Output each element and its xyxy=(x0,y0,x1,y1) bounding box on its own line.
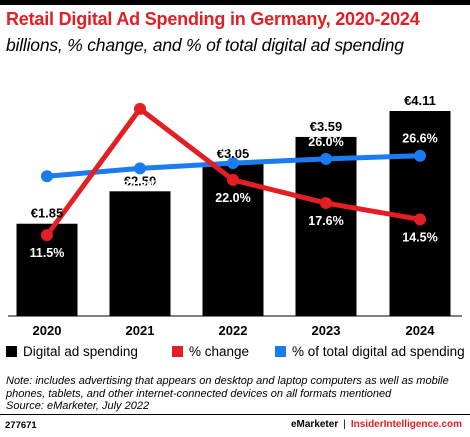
chart-title: Retail Digital Ad Spending in Germany, 2… xyxy=(6,9,420,29)
change-value-label: 14.5% xyxy=(402,230,437,244)
change-point-2023 xyxy=(320,197,332,210)
share-value-label: 22.7% xyxy=(29,152,64,166)
legend-label: Digital ad spending xyxy=(23,344,138,359)
combo-chart: €1.85 €2.50 €3.05 €3.59 €4.11 22.7% 24.2% 25.2%… xyxy=(8,87,462,338)
footer-rule xyxy=(0,414,470,415)
brand-name: eMarketer xyxy=(290,419,339,430)
bar-2022 xyxy=(202,163,264,316)
share-point-2024 xyxy=(414,149,426,162)
share-point-2020 xyxy=(41,170,53,183)
legend-item-digital-ad-spending: Digital ad spending xyxy=(6,344,138,359)
bar-value-label: €3.05 xyxy=(217,146,250,161)
change-value-label: 11.5% xyxy=(30,246,65,260)
change-point-2024 xyxy=(414,213,426,226)
x-tick-2022: 2022 xyxy=(219,323,248,338)
legend-label: % of total digital ad spending xyxy=(292,344,465,359)
legend-item-percent-of-total: % of total digital ad spending xyxy=(275,344,465,359)
legend-swatch-percent-of-total xyxy=(275,346,286,357)
share-value-label: 25.2% xyxy=(215,139,250,153)
chart-id: 277671 xyxy=(5,420,37,431)
legend-swatch-percent-change xyxy=(172,346,183,357)
brand-separator: | xyxy=(343,419,346,430)
change-point-2020 xyxy=(41,229,53,242)
legend: Digital ad spending % change % of total … xyxy=(6,344,470,364)
legend-swatch-digital-ad-spending xyxy=(6,346,17,357)
brand-site: InsiderIntelligence.com xyxy=(350,419,462,430)
chart-note: Note: includes advertising that appears … xyxy=(6,375,468,413)
note-line-1: Note: includes advertising that appears … xyxy=(6,375,449,387)
bar-value-label: €2.50 xyxy=(124,173,157,188)
change-point-2021 xyxy=(134,102,146,115)
change-point-2022 xyxy=(227,173,239,186)
top-rule xyxy=(0,0,470,5)
x-tick-2021: 2021 xyxy=(126,323,155,338)
bar-2023 xyxy=(295,136,357,316)
x-tick-2023: 2023 xyxy=(312,323,341,338)
lines-layer xyxy=(41,102,426,242)
x-tick-labels: 2020 2021 2022 2023 2024 xyxy=(33,323,436,338)
share-value-label: 24.2% xyxy=(122,178,157,192)
labels-layer: €1.85 €2.50 €3.05 €3.59 €4.11 22.7% 24.2% 25.2%… xyxy=(29,87,437,260)
share-point-2021 xyxy=(134,162,146,175)
bar-value-label: €1.85 xyxy=(31,206,64,221)
brand-credit: eMarketer | InsiderIntelligence.com xyxy=(291,419,462,430)
share-point-2023 xyxy=(320,152,332,165)
legend-label: % change xyxy=(189,344,250,359)
change-value-label: 17.6% xyxy=(308,214,343,228)
share-value-label: 26.6% xyxy=(402,132,437,146)
bar-2021 xyxy=(109,191,171,316)
change-value-label: 22.0% xyxy=(215,191,250,205)
chart-subtitle: billions, % change, and % of total digit… xyxy=(6,35,404,55)
share-point-2022 xyxy=(227,157,239,170)
change-value-label: 35.5% xyxy=(122,87,157,101)
note-line-2: phones, tablets, and other internet-conn… xyxy=(6,387,392,400)
bar-value-label: €4.11 xyxy=(404,93,436,108)
bar-value-label: €3.59 xyxy=(310,119,343,134)
share-value-label: 26.0% xyxy=(308,135,343,149)
x-tick-2024: 2024 xyxy=(406,323,436,338)
x-tick-2020: 2020 xyxy=(33,323,62,338)
legend-item-percent-change: % change xyxy=(172,344,249,359)
source-line: Source: eMarketer, July 2022 xyxy=(6,400,150,412)
